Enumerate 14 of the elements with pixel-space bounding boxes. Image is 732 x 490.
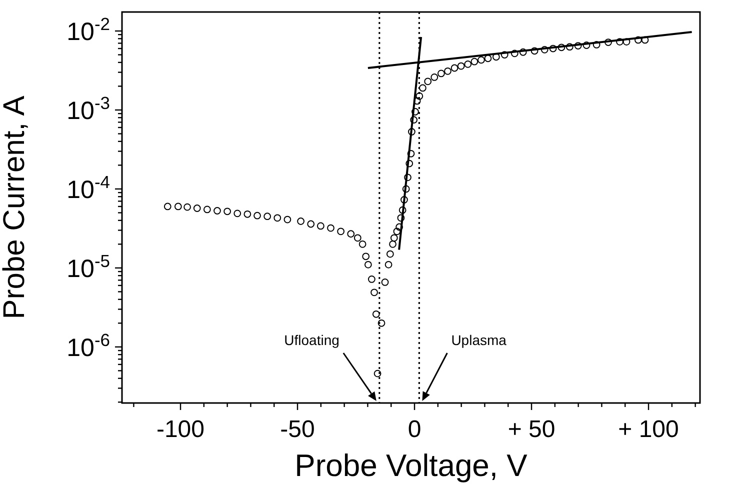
y-tick-label: 10$^{-6}$ [66, 330, 110, 362]
x-tick-label: + 50 [508, 416, 556, 443]
x-tick-label: -100 [156, 416, 205, 443]
y-tick-label: 10$^{-2}$ [66, 14, 110, 46]
ref-line-label: Ufloating [284, 332, 340, 348]
x-tick-label: 0 [408, 416, 422, 443]
ref-line-label: Uplasma [451, 332, 507, 348]
y-tick-label: 10$^{-5}$ [66, 250, 110, 283]
y-tick-label: 10$^{-4}$ [66, 172, 110, 204]
y-axis-title: Probe Current, A [0, 96, 31, 320]
x-tick-label: -50 [280, 416, 315, 443]
x-tick-label: + 100 [618, 416, 679, 443]
x-axis-title: Probe Voltage, V [294, 448, 528, 483]
y-tick-label: 10$^{-3}$ [66, 92, 110, 125]
